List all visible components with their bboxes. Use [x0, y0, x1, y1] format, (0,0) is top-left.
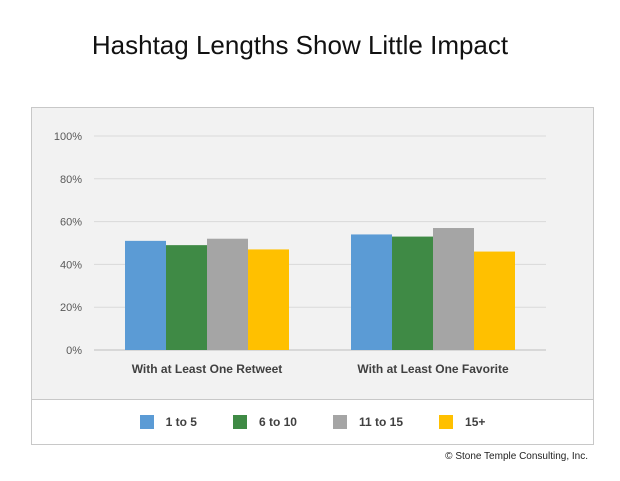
legend-item: 15+	[439, 415, 485, 429]
y-tick-label: 100%	[54, 131, 82, 143]
bar-1-to-5-1	[125, 240, 166, 350]
bar-6-to-10-2	[392, 236, 433, 350]
legend-swatch	[332, 415, 347, 429]
y-tick-label: 40%	[60, 259, 82, 271]
legend-label: 15+	[465, 415, 486, 429]
plot-area: 0% 20% 40% 60% 80% 100% With at Least One Retw…	[32, 108, 593, 400]
legend-swatch	[139, 415, 154, 429]
legend-item: 6 to 10	[232, 415, 297, 429]
x-category-label: With at Least One Retweet	[132, 362, 283, 376]
legend-swatch	[439, 415, 454, 429]
bar-chart: 0% 20% 40% 60% 80% 100% With at Least One Retw…	[54, 131, 546, 376]
bar-15--2	[474, 251, 515, 350]
legend-item: 11 to 15	[332, 415, 404, 429]
bar-11-to-15-1	[207, 238, 248, 350]
chart-legend: 1 to 5 6 to 10 11 to 15 15+	[32, 400, 593, 444]
x-category-label: With at Least One Favorite	[357, 362, 509, 376]
y-tick-label: 0%	[66, 345, 82, 357]
legend-item: 1 to 5	[139, 415, 197, 429]
legend-label: 1 to 5	[165, 415, 197, 429]
legend-label: 6 to 10	[258, 415, 297, 429]
legend-label: 11 to 15	[358, 415, 404, 429]
chart-title: Hashtag Lengths Show Little Impact	[91, 30, 509, 60]
bar-15--1	[248, 249, 289, 350]
chart-frame: 0% 20% 40% 60% 80% 100% With at Least One Retw…	[31, 107, 594, 445]
bar-6-to-10-1	[166, 245, 207, 350]
bar-1-to-5-2	[351, 234, 392, 350]
y-tick-label: 60%	[60, 217, 82, 229]
y-tick-label: 20%	[60, 302, 82, 314]
bar-11-to-15-2	[433, 228, 474, 350]
copyright-credit: © Stone Temple Consulting, Inc.	[445, 451, 588, 462]
y-tick-label: 80%	[60, 174, 82, 186]
legend-swatch	[232, 415, 247, 429]
